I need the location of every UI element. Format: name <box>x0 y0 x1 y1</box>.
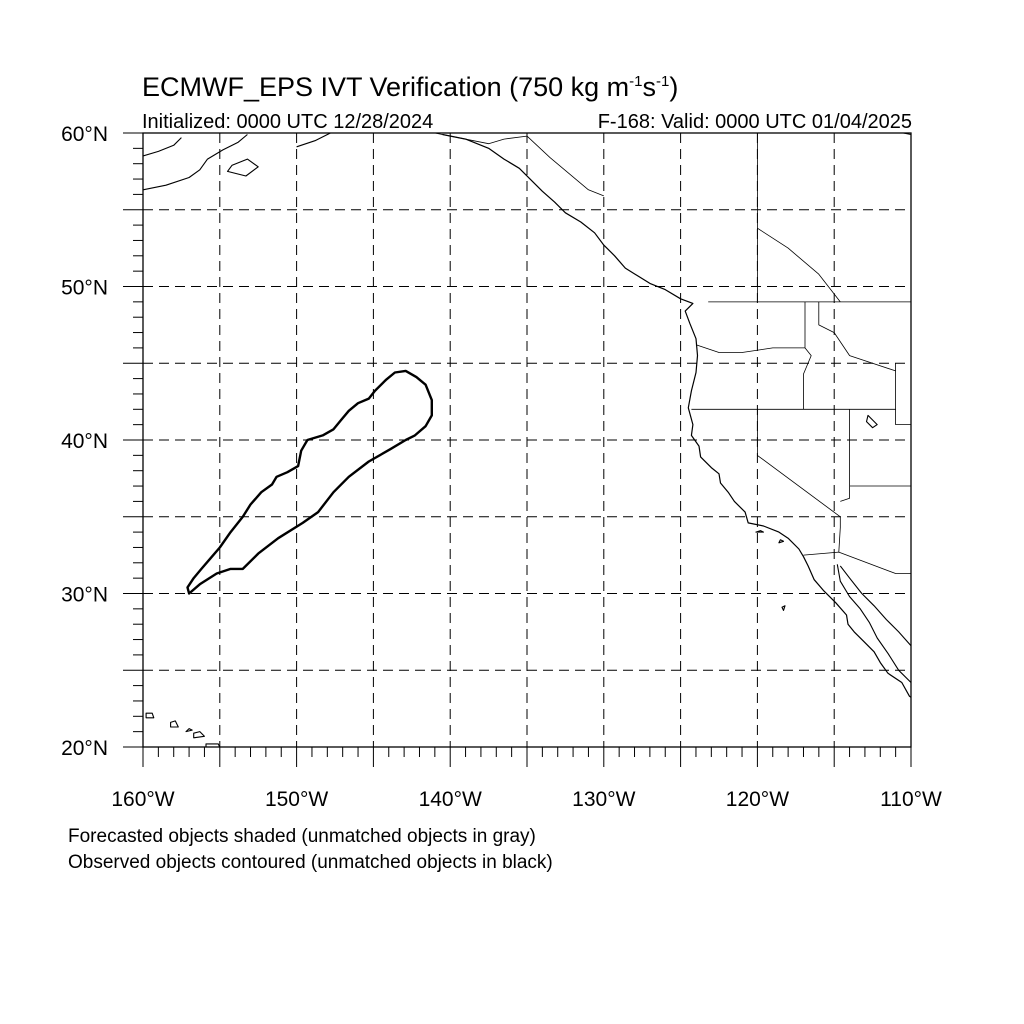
lat-tick-label: 40°N <box>61 430 108 453</box>
baja-east-coast <box>836 564 911 683</box>
id-mt-border <box>818 301 896 372</box>
hawaii-island <box>145 712 155 719</box>
bc-ab-rockies-border <box>757 227 841 303</box>
alaska-bristol-coast <box>143 137 182 157</box>
great-salt-lake <box>865 414 878 429</box>
axis-labels: 160°W 150°W 140°W 130°W 120°W 110°W 60°N 50°N 40… <box>61 123 942 811</box>
hawaii-island <box>185 728 193 733</box>
alaska-canada-border <box>434 133 604 197</box>
lat-tick-label: 20°N <box>61 737 108 760</box>
initialized-time: Initialized: 0000 UTC 12/28/2024 <box>142 111 434 133</box>
nv-ut-border <box>840 409 850 502</box>
hawaii-island <box>205 743 221 747</box>
title-main: ECMWF_EPS IVT Verification (750 kg m <box>142 72 630 102</box>
guadalupe-island <box>781 605 786 611</box>
pacific-coastline <box>442 133 911 699</box>
wa-or-border <box>695 301 806 353</box>
lat-tick-label: 30°N <box>61 584 108 607</box>
wy-border <box>895 363 911 425</box>
alaska-peninsula-coast <box>143 134 248 191</box>
gulf-of-california-coast <box>839 565 911 647</box>
valid-time: F-168: Valid: 0000 UTC 01/04/2025 <box>597 111 912 133</box>
lon-tick-label: 140°W <box>419 788 482 811</box>
lon-tick-label: 120°W <box>726 788 789 811</box>
or-id-border <box>803 347 812 410</box>
hawaii-island <box>170 720 179 728</box>
channel-island <box>755 530 765 533</box>
observed-legend-note: Observed objects contoured (unmatched ob… <box>68 852 553 873</box>
ca-nv-border <box>757 409 841 553</box>
title-exponent-2: -1 <box>656 73 670 90</box>
lat-tick-label: 60°N <box>61 123 108 146</box>
lon-tick-label: 130°W <box>572 788 635 811</box>
graticule-grid <box>143 133 911 747</box>
title-unit-s: s <box>642 72 657 102</box>
map-title: ECMWF_EPS IVT Verification (750 kg m-1s-… <box>142 72 678 103</box>
coastlines <box>143 133 911 747</box>
title-close-paren: ) <box>669 72 679 102</box>
hawaii-island <box>193 731 205 739</box>
axis-ticks <box>123 132 912 767</box>
alaska-kenai-coast <box>296 133 331 148</box>
ivt-objects <box>186 369 433 595</box>
channel-island <box>778 539 785 544</box>
lon-tick-label: 150°W <box>265 788 328 811</box>
map-frame <box>142 132 912 748</box>
lon-tick-label: 160°W <box>111 788 174 811</box>
title-exponent-1: -1 <box>629 73 643 90</box>
observed-ivt-object-contour <box>186 369 433 595</box>
us-mexico-border <box>803 551 911 574</box>
lat-tick-label: 50°N <box>61 277 108 300</box>
lon-tick-label: 110°W <box>880 788 942 811</box>
kodiak-island <box>226 158 259 177</box>
forecast-legend-note: Forecasted objects shaded (unmatched obj… <box>68 826 536 847</box>
